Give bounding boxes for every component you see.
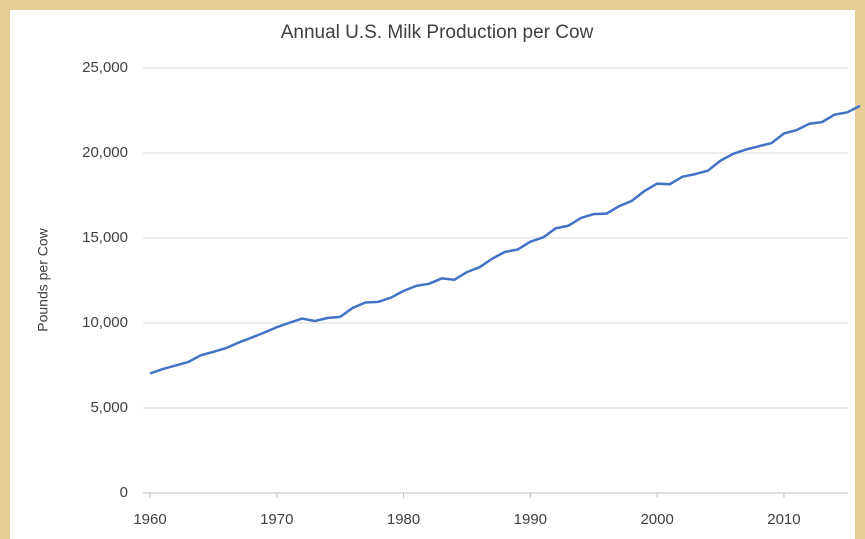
y-tick-label: 0 xyxy=(120,484,128,501)
y-tick-label: 10,000 xyxy=(82,314,128,331)
data-line xyxy=(149,104,861,375)
x-tick-label: 1990 xyxy=(514,511,547,528)
chart-title: Annual U.S. Milk Production per Cow xyxy=(281,22,594,43)
x-tick-label: 1970 xyxy=(260,511,293,528)
y-tick-label: 20,000 xyxy=(82,144,128,161)
x-tick-label: 1980 xyxy=(387,511,420,528)
y-tick-label: 25,000 xyxy=(82,59,128,76)
x-tick-label: 2010 xyxy=(767,511,800,528)
x-tick-label: 2000 xyxy=(640,511,673,528)
x-tick-label: 1960 xyxy=(133,511,166,528)
y-axis-label: Pounds per Cow xyxy=(35,227,51,331)
y-tick-label: 5,000 xyxy=(90,399,128,416)
y-tick-label: 15,000 xyxy=(82,229,128,246)
chart-background xyxy=(10,10,855,539)
